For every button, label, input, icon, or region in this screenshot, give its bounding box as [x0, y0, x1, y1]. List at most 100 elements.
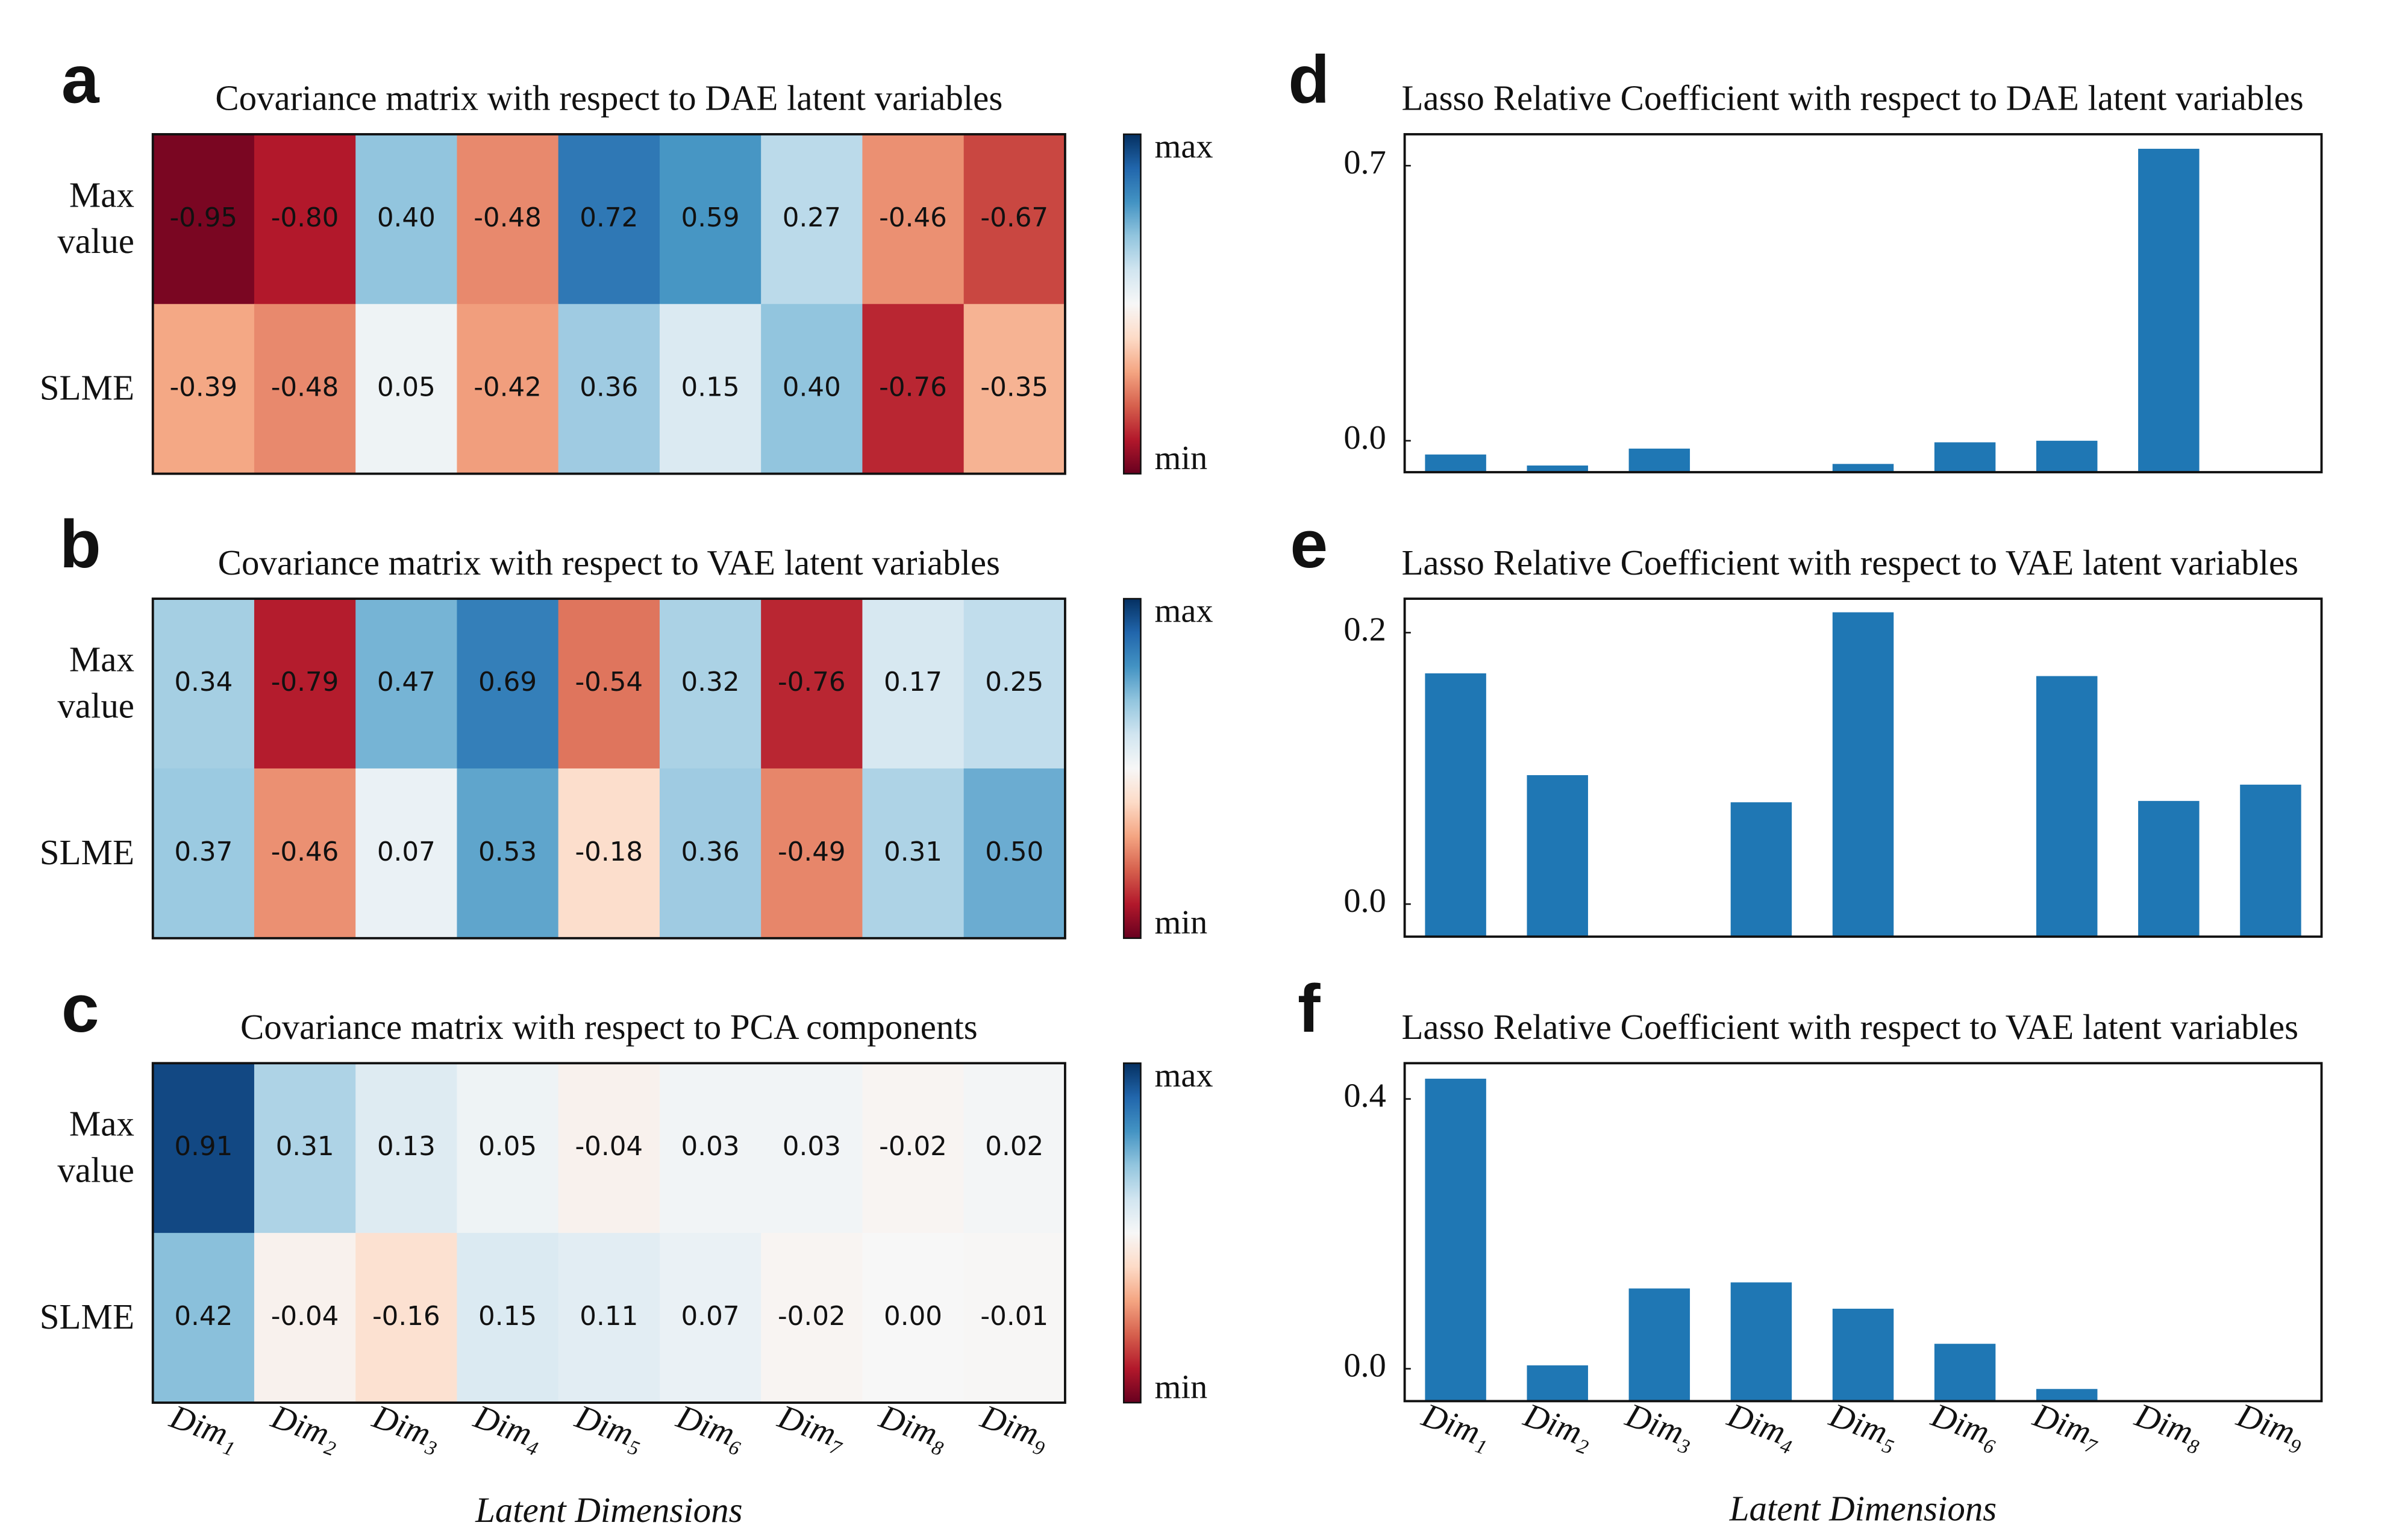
x-tick-label: Dim₉: [2231, 1396, 2311, 1456]
cell-label: -0.80: [271, 203, 339, 233]
cell-label: -0.01: [980, 1302, 1048, 1332]
heatmap-frame: [151, 1062, 1066, 1404]
panel-title: Lasso Relative Coefficient with respect …: [1401, 1007, 2298, 1047]
panel-title: Covariance matrix with respect to VAE la…: [218, 543, 1000, 582]
cell-label: 0.36: [681, 837, 740, 867]
heatmap-cell: [963, 599, 1066, 770]
heatmap-cell: [558, 768, 661, 940]
heatmap-cell: [355, 1063, 458, 1234]
heatmap-cell: [963, 1233, 1066, 1404]
cell-label: 0.03: [783, 1132, 841, 1162]
heatmap-cell: [659, 599, 762, 770]
y-tick-label: 0.0: [1343, 882, 1386, 920]
colorbar-label: min: [1155, 1368, 1208, 1406]
cell-label: 0.05: [478, 1132, 537, 1162]
colorbar-label: max: [1155, 128, 1213, 165]
cell-label: 0.32: [681, 667, 740, 697]
panel-letter: c: [61, 970, 99, 1046]
cell-label: 0.53: [478, 837, 537, 867]
heatmap-cell: [355, 768, 458, 940]
heatmap-cell: [152, 768, 255, 940]
panel-letter: d: [1288, 42, 1330, 117]
heatmap-cell: [659, 134, 762, 305]
heatmap-cell: [862, 599, 965, 770]
heatmap-cell: [152, 304, 255, 475]
x-tick-label: Dim₈: [2130, 1396, 2209, 1456]
heatmap-cell: [558, 1063, 661, 1234]
colorbar-label: min: [1155, 440, 1208, 477]
bar: [1425, 454, 1486, 473]
bar: [2036, 676, 2098, 937]
bar: [1425, 673, 1486, 937]
x-tick-label: Dim₆: [671, 1398, 751, 1457]
row-label-box: SLME: [40, 834, 134, 872]
heatmap-cell: [355, 134, 458, 305]
heatmap-cell: [152, 1063, 255, 1234]
axes-frame: [1403, 132, 2323, 473]
heatmap-cell: [457, 1233, 559, 1404]
heatmap-cell: [761, 304, 863, 475]
panel-title: Lasso Relative Coefficient with respect …: [1401, 543, 2298, 582]
heatmap-cell: [254, 1063, 357, 1234]
row-label: Max value: [57, 1105, 134, 1190]
row-label: SLME: [39, 1297, 134, 1336]
heatmap-cell: [659, 1233, 762, 1404]
axes-frame: [1403, 1062, 2323, 1403]
heatmap-cell: [963, 768, 1066, 940]
cell-label: 0.03: [681, 1132, 740, 1162]
cell-label: -0.48: [271, 373, 339, 403]
bar: [1934, 442, 1996, 473]
heatmap-cell: [457, 599, 559, 770]
heatmap-cell: [761, 1063, 863, 1234]
panel-letter: f: [1298, 970, 1321, 1046]
panel-letter: a: [61, 42, 100, 117]
heatmap-cell: [963, 134, 1066, 305]
x-tick-label: Dim₅: [1824, 1396, 1904, 1456]
colorbar: [1122, 133, 1142, 475]
cell-label: -0.18: [575, 837, 643, 867]
cell-label: 0.69: [478, 667, 537, 697]
x-tick-label: Dim₂: [266, 1398, 345, 1457]
bar: [2138, 149, 2200, 473]
cell-label: 0.13: [377, 1132, 436, 1162]
x-tick-label: Dim₈: [874, 1398, 954, 1457]
heatmap-cell: [457, 134, 559, 305]
heatmap-cell: [558, 1233, 661, 1404]
heatmap-cell: [862, 304, 965, 475]
heatmap-frame: [151, 132, 1066, 475]
cell-label: 0.15: [681, 373, 740, 403]
heatmap-cell: [152, 134, 255, 305]
cell-label: 0.40: [783, 373, 841, 403]
cell-label: 0.42: [174, 1302, 233, 1332]
y-tick-label: 0.2: [1343, 611, 1386, 648]
panel-letter: e: [1290, 506, 1328, 582]
cell-label: -0.04: [271, 1302, 339, 1332]
cell-label: 0.15: [478, 1302, 537, 1332]
cell-label: -0.76: [778, 667, 846, 697]
cell-label: 0.31: [276, 1132, 334, 1162]
cell-label: 0.25: [985, 667, 1043, 697]
cell-label: 0.27: [783, 203, 841, 233]
cell-label: 0.07: [681, 1302, 740, 1332]
bar: [2138, 800, 2200, 937]
x-tick-label: Dim₃: [1621, 1396, 1700, 1456]
bar: [1527, 775, 1588, 937]
bar: [1934, 1344, 1996, 1401]
cell-label: -0.16: [372, 1302, 440, 1332]
cell-label: -0.04: [575, 1132, 643, 1162]
cell-label: -0.54: [575, 667, 643, 697]
heatmap-cell: [761, 1233, 863, 1404]
cell-label: -0.48: [474, 203, 542, 233]
heatmap-cell: [254, 1233, 357, 1404]
heatmap-cell: [355, 1233, 458, 1404]
x-tick-label: Dim₁: [164, 1398, 244, 1457]
heatmap-cell: [659, 768, 762, 940]
cell-label: 0.11: [580, 1302, 638, 1332]
heatmap-cell: [558, 134, 661, 305]
cell-label: 0.31: [884, 837, 942, 867]
cell-label: 0.36: [580, 373, 638, 403]
cell-label: 0.07: [377, 837, 436, 867]
cell-label: -0.35: [980, 373, 1048, 403]
panel-letter: b: [60, 506, 101, 582]
x-tick-label: Dim₇: [2028, 1396, 2107, 1456]
